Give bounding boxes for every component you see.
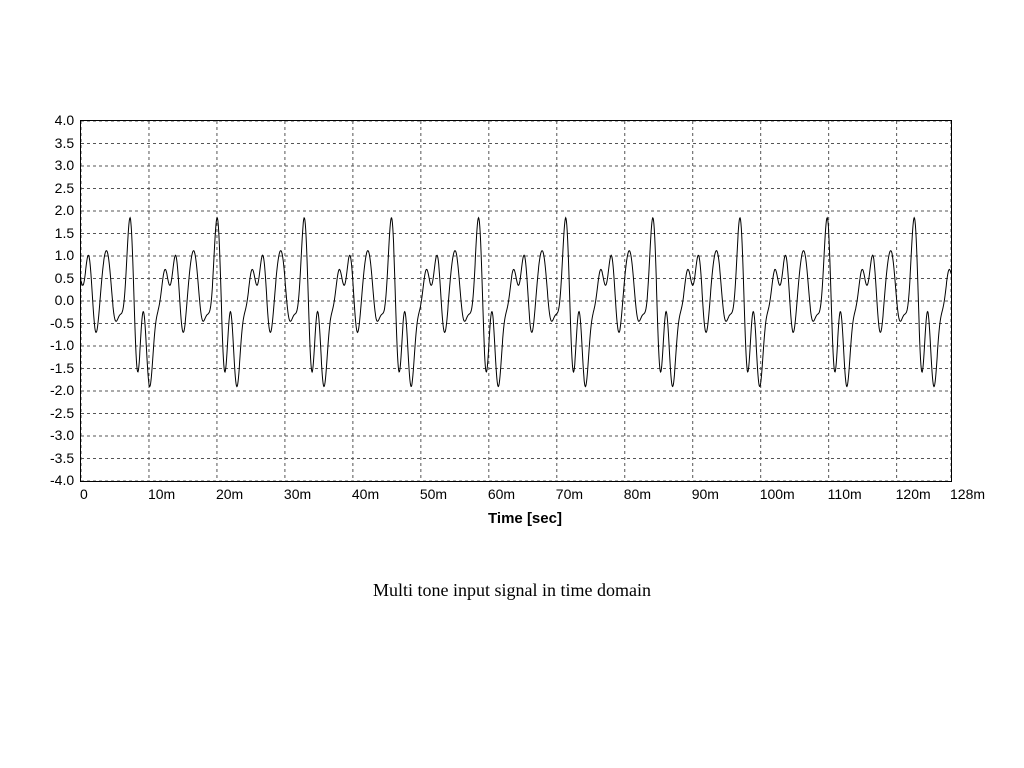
signal-plot-svg: [81, 121, 951, 481]
x-axis-label: Time [sec]: [80, 510, 970, 527]
x-axis-gutter: [50, 482, 80, 527]
signal-trace: [81, 218, 951, 387]
y-axis-ticks: 4.03.53.02.52.01.51.00.50.0-0.5-1.0-1.5-…: [50, 120, 80, 480]
x-axis-ticks: 010m20m30m40m50m60m70m80m90m100m110m120m…: [80, 486, 950, 504]
figure-container: 4.03.53.02.52.01.51.00.50.0-0.5-1.0-1.5-…: [50, 120, 970, 527]
plot-area: [80, 120, 952, 482]
chart-row: 4.03.53.02.52.01.51.00.50.0-0.5-1.0-1.5-…: [50, 120, 970, 482]
figure-caption: Multi tone input signal in time domain: [0, 580, 1024, 601]
